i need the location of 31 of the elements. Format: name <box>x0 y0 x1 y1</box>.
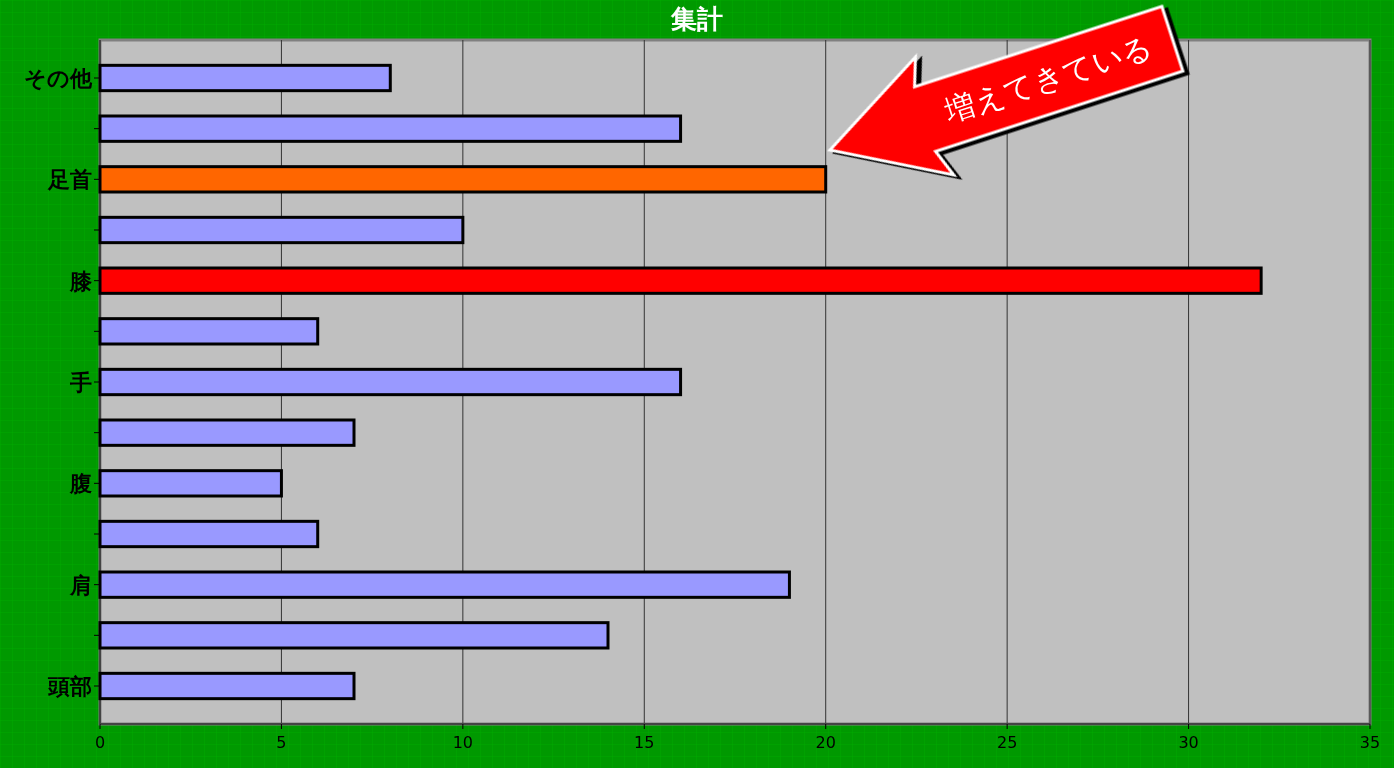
x-tick-label: 20 <box>815 733 836 752</box>
x-tick-label: 25 <box>996 733 1018 752</box>
x-tick-label: 30 <box>1178 733 1199 752</box>
bar <box>98 621 610 650</box>
y-tick-label: 腹 <box>69 471 92 497</box>
bar <box>98 165 828 194</box>
bar <box>98 671 356 701</box>
y-tick-label: 足首 <box>47 167 92 193</box>
bar <box>98 266 1263 295</box>
arrow-icon: 増えてきている <box>827 4 1185 178</box>
x-tick-label: 10 <box>452 733 474 752</box>
x-tick-label: 15 <box>634 733 655 752</box>
y-tick-label: 手 <box>69 370 92 395</box>
y-tick-label: 頭部 <box>47 674 92 699</box>
y-tick-label: 膝 <box>69 268 93 294</box>
annotation: 増えてきている <box>939 28 1157 129</box>
bar <box>98 570 791 599</box>
chart-title: 集計 <box>670 4 723 34</box>
bar <box>98 367 683 397</box>
y-tick-label: 肩 <box>69 572 92 598</box>
bar <box>98 63 392 93</box>
x-tick-label: 5 <box>276 733 287 752</box>
x-tick-label: 0 <box>94 733 106 752</box>
bar <box>98 418 356 447</box>
bar <box>98 215 465 245</box>
x-tick-label: 35 <box>1359 733 1381 752</box>
bar <box>98 114 683 143</box>
y-tick-label: その他 <box>24 66 93 91</box>
bar <box>98 519 320 549</box>
bar <box>98 317 320 346</box>
bar <box>98 469 283 498</box>
